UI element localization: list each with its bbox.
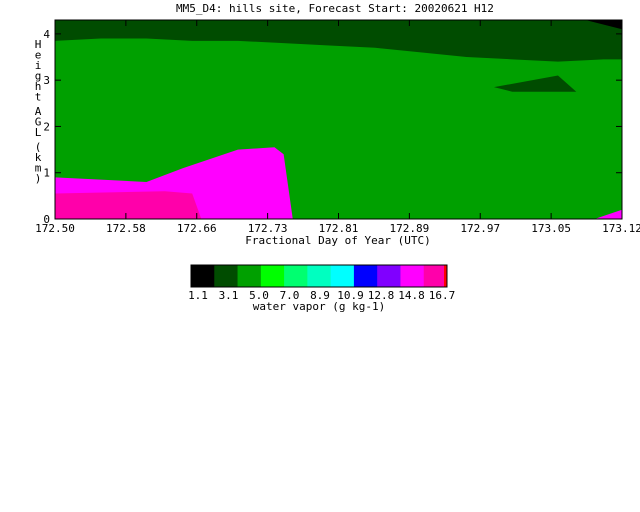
y-label-char: t <box>35 91 42 104</box>
colorbar-tick-label: 16.7 <box>429 289 456 302</box>
x-tick-label: 172.58 <box>106 222 146 235</box>
y-label-char: e <box>35 49 42 62</box>
y-label-char: i <box>35 59 42 72</box>
colorbar-swatch <box>400 265 425 287</box>
colorbar-tick-label: 10.9 <box>337 289 364 302</box>
x-axis: 172.50 172.58 172.66 172.73 172.81 172.89 172.… <box>35 20 640 235</box>
x-tick-label: 172.97 <box>460 222 500 235</box>
colorbar-tick-label: 5.0 <box>249 289 269 302</box>
x-axis-label: Fractional Day of Year (UTC) <box>245 234 430 247</box>
y-label-char: A <box>35 105 42 118</box>
y-label-char: g <box>35 70 42 83</box>
x-tick-label: 173.12 <box>602 222 640 235</box>
y-label-char: ) <box>35 172 42 185</box>
colorbar-swatch <box>237 265 262 287</box>
colorbar-tick-label: 7.0 <box>280 289 300 302</box>
colorbar-swatch <box>307 265 332 287</box>
colorbar-tick-label: 12.8 <box>368 289 395 302</box>
y-label-char: ( <box>35 141 42 154</box>
colorbar-swatch <box>191 265 215 287</box>
colorbar-swatch <box>260 265 285 287</box>
y-tick-label: 1 <box>43 167 50 180</box>
y-label-char: H <box>35 38 42 51</box>
feature-0 <box>493 75 577 92</box>
colorbar-tick-label: 3.1 <box>219 289 239 302</box>
y-label-char: h <box>35 80 42 93</box>
y-label-char: k <box>35 151 42 164</box>
x-tick-label: 172.66 <box>177 222 217 235</box>
x-tick-label: 173.05 <box>531 222 571 235</box>
colorbar-label: water vapor (g kg-1) <box>253 300 385 313</box>
colorbar: 1.1 3.1 5.0 7.0 8.9 10.9 12.8 14.8 16.7 <box>188 264 456 302</box>
y-tick-label: 0 <box>43 213 50 226</box>
colorbar-swatch <box>353 265 378 287</box>
feature-1 <box>585 20 622 30</box>
y-axis: 0 1 2 3 4 <box>43 28 622 226</box>
band-pocket <box>594 209 622 219</box>
y-label-char: G <box>35 116 42 129</box>
y-tick-label: 2 <box>43 120 50 133</box>
colorbar-end <box>444 265 447 287</box>
band-16_7 <box>55 191 622 219</box>
colorbar-tick-label: 1.1 <box>188 289 208 302</box>
colorbar-swatch <box>377 265 401 287</box>
chart-title: MM5_D4: hills site, Forecast Start: 2002… <box>176 2 494 15</box>
x-tick-label: 172.50 <box>35 222 75 235</box>
colorbar-tick-label: 14.8 <box>398 289 425 302</box>
plot-area <box>54 19 623 220</box>
colorbar-tick-label: 8.9 <box>310 289 330 302</box>
y-tick-label: 3 <box>43 74 50 87</box>
colorbar-swatch <box>214 265 239 287</box>
colorbar-swatch <box>423 265 448 287</box>
x-tick-label: 172.89 <box>390 222 430 235</box>
x-tick-label: 172.73 <box>248 222 288 235</box>
x-tick-label: 172.81 <box>319 222 359 235</box>
y-tick-label: 4 <box>43 28 50 41</box>
colorbar-swatch <box>284 265 308 287</box>
colorbar-frame <box>190 264 448 288</box>
colorbar-swatch <box>330 265 355 287</box>
y-label-char: L <box>35 126 42 139</box>
y-label-char: m <box>35 162 42 175</box>
